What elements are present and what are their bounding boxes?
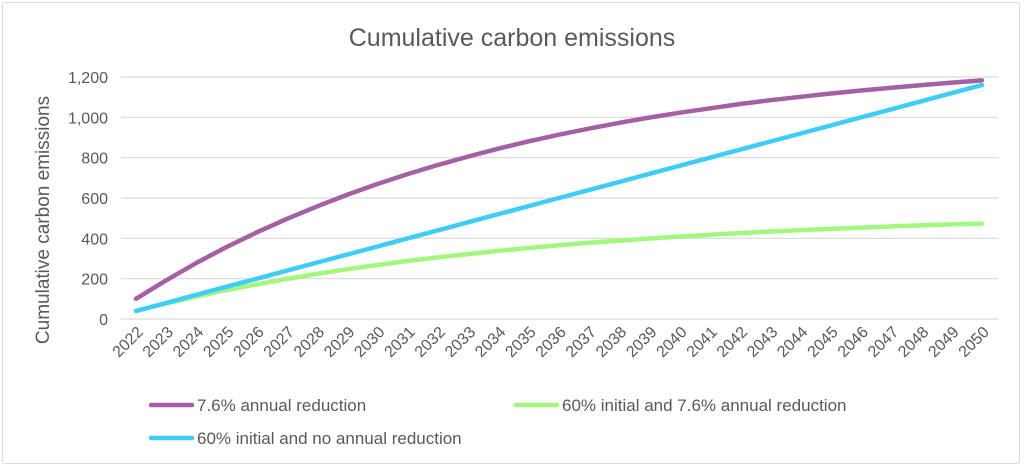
x-tick-label: 2041 bbox=[684, 324, 721, 361]
x-tick-label: 2043 bbox=[744, 324, 781, 361]
x-tick-label: 2030 bbox=[351, 324, 388, 361]
x-tick-label: 2039 bbox=[623, 324, 660, 361]
x-tick-label: 2028 bbox=[291, 324, 328, 361]
x-tick-label: 2027 bbox=[261, 324, 298, 361]
x-tick-label: 2033 bbox=[442, 324, 479, 361]
legend-label: 60% initial and no annual reduction bbox=[197, 429, 462, 448]
series-line-1 bbox=[133, 78, 985, 302]
x-tick-label: 2025 bbox=[200, 324, 237, 361]
x-tick-label: 2034 bbox=[472, 324, 509, 361]
x-tick-label: 2036 bbox=[533, 324, 570, 361]
x-tick-label: 2031 bbox=[382, 324, 419, 361]
x-tick-label: 2037 bbox=[563, 324, 600, 361]
y-tick-label: 1,000 bbox=[68, 110, 108, 127]
x-tick-label: 2029 bbox=[321, 324, 358, 361]
y-tick-label: 200 bbox=[81, 272, 108, 289]
y-tick-label: 0 bbox=[99, 312, 108, 329]
x-tick-label: 2026 bbox=[230, 324, 267, 361]
chart-title: Cumulative carbon emissions bbox=[349, 24, 676, 52]
y-tick-label: 800 bbox=[81, 151, 108, 168]
x-tick-label: 2042 bbox=[714, 324, 751, 361]
x-tick-label: 2038 bbox=[593, 324, 630, 361]
x-tick-label: 2023 bbox=[140, 324, 177, 361]
x-tick-label: 2047 bbox=[865, 324, 902, 361]
x-tick-label: 2032 bbox=[412, 324, 449, 361]
x-tick-label: 2040 bbox=[653, 324, 690, 361]
legend-label: 60% initial and 7.6% annual reduction bbox=[562, 396, 846, 415]
chart-frame bbox=[2, 2, 1020, 464]
x-tick-label: 2046 bbox=[835, 324, 872, 361]
x-tick-label: 2049 bbox=[925, 324, 962, 361]
y-axis-label: Cumulative carbon emissions bbox=[33, 96, 54, 344]
x-tick-label: 2022 bbox=[110, 324, 147, 361]
y-tick-label: 1,200 bbox=[68, 70, 108, 87]
x-tick-label: 2044 bbox=[774, 324, 811, 361]
y-tick-label: 600 bbox=[81, 191, 108, 208]
series-line-3 bbox=[133, 82, 985, 314]
legend-label: 7.6% annual reduction bbox=[197, 396, 366, 415]
y-tick-label: 400 bbox=[81, 231, 108, 248]
x-tick-label: 2024 bbox=[170, 324, 207, 361]
series-line-2 bbox=[133, 221, 985, 314]
x-tick-label: 2045 bbox=[805, 324, 842, 361]
x-tick-label: 2048 bbox=[895, 324, 932, 361]
x-tick-label: 2035 bbox=[502, 324, 539, 361]
x-tick-label: 2050 bbox=[956, 324, 993, 361]
